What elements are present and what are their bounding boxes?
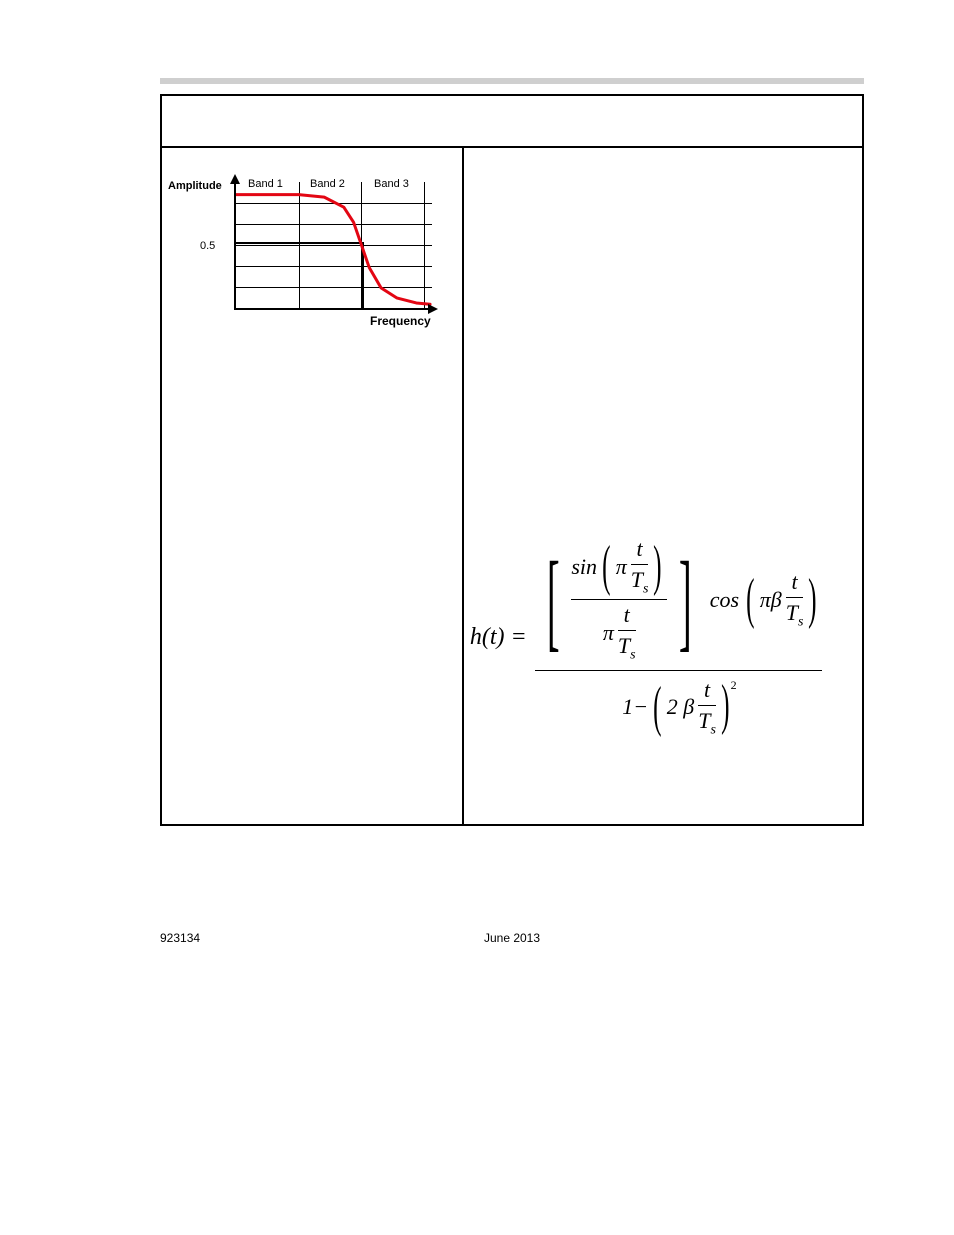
squared-exponent: 2 [731, 678, 737, 693]
plot-area [234, 182, 432, 310]
content-table: Amplitude 0.5 Band 1 Band 2 Band 3 [160, 94, 864, 826]
right-paren-icon: ) [721, 686, 729, 725]
formula-numerator: [ sin ( π t [535, 536, 822, 664]
pi: π [616, 554, 627, 580]
left-paren-icon: ( [653, 688, 661, 727]
top-rule [160, 78, 864, 84]
y-axis-label: Amplitude [168, 180, 222, 192]
main-fraction-bar [535, 670, 822, 671]
one-minus: 1− [622, 694, 648, 720]
Ts-T: T [698, 708, 710, 733]
response-curve [236, 182, 432, 308]
chart-cell: Amplitude 0.5 Band 1 Band 2 Band 3 [161, 147, 463, 825]
formula-denominator: 1− ( 2 β t Ts ) [535, 677, 822, 738]
Ts-s: s [643, 581, 648, 596]
x-axis-arrow-icon [428, 304, 438, 314]
Ts-s: s [798, 615, 803, 630]
right-bracket-icon: ] [679, 567, 692, 633]
y-tick-label: 0.5 [200, 240, 215, 252]
pi: π [760, 587, 771, 612]
left-paren-icon: ( [746, 580, 754, 619]
Ts-s: s [630, 648, 635, 663]
Ts-T: T [786, 600, 798, 625]
t-var: t [624, 602, 630, 627]
pi: π [603, 620, 614, 646]
x-axis-label: Frequency [370, 314, 431, 328]
formula-main-fraction: [ sin ( π t [535, 536, 822, 738]
amplitude-frequency-chart: Amplitude 0.5 Band 1 Band 2 Band 3 [168, 164, 448, 339]
right-paren-icon: ) [809, 580, 817, 619]
two-beta: 2 β [667, 694, 694, 720]
fraction-bar [786, 597, 804, 598]
fraction-bar [698, 705, 716, 706]
beta: β [771, 587, 782, 612]
sin-label: sin [571, 554, 597, 580]
table-header-row [161, 95, 863, 147]
impulse-response-formula: h(t) = [ sin ( [470, 536, 850, 816]
cos-label: cos [710, 587, 739, 613]
t-var: t [637, 536, 643, 561]
left-bracket-icon: [ [547, 567, 560, 633]
fraction-bar [571, 599, 667, 600]
page-footer: 923134 June 2013 [160, 931, 864, 945]
fraction-bar [618, 630, 636, 631]
right-paren-icon: ) [654, 547, 662, 586]
Ts-T: T [618, 633, 630, 658]
formula-cell: h(t) = [ sin ( [463, 147, 863, 825]
footer-date: June 2013 [484, 931, 540, 945]
footer-doc-number: 923134 [160, 931, 200, 945]
fraction-bar [631, 564, 649, 565]
table-header-cell [161, 95, 863, 147]
t-var: t [792, 569, 798, 594]
Ts-T: T [631, 567, 643, 592]
t-var: t [704, 677, 710, 702]
formula-lhs: h(t) = [470, 624, 527, 651]
table-row: Amplitude 0.5 Band 1 Band 2 Band 3 [161, 147, 863, 825]
left-paren-icon: ( [602, 547, 610, 586]
